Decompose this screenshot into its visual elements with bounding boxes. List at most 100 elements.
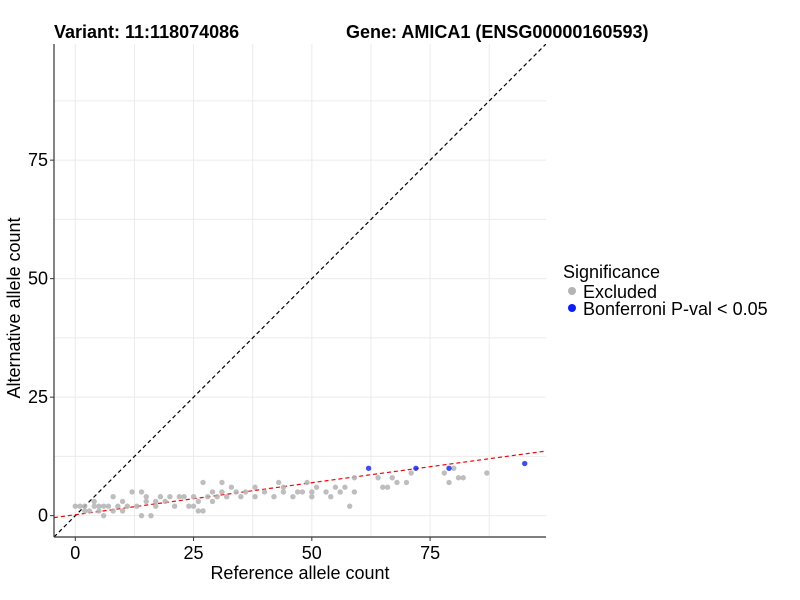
legend-key-excluded [568, 287, 576, 295]
excluded-point [271, 494, 277, 500]
excluded-point [91, 498, 97, 505]
x-tick-label: 25 [184, 543, 204, 563]
excluded-point [313, 484, 320, 490]
excluded-point [72, 503, 78, 509]
excluded-point [276, 479, 282, 486]
legend-label-excluded: Excluded [583, 282, 657, 302]
excluded-point [403, 479, 410, 486]
excluded-point [252, 484, 258, 490]
excluded-point [200, 479, 206, 486]
reference-lines [54, 44, 546, 537]
excluded-point [384, 484, 391, 490]
excluded-point [209, 489, 216, 495]
excluded-point [115, 503, 121, 509]
excluded-point [280, 484, 287, 490]
excluded-point [124, 503, 131, 509]
excluded-point [96, 503, 102, 509]
excluded-point [223, 494, 230, 500]
excluded-point [375, 475, 381, 481]
excluded-point [228, 484, 235, 490]
excluded-point [219, 489, 225, 495]
y-tick-label: 25 [28, 387, 48, 407]
excluded-point [105, 503, 112, 509]
excluded-point [110, 508, 116, 514]
x-tick-label: 75 [420, 543, 440, 563]
excluded-point [342, 484, 348, 490]
excluded-point [138, 512, 145, 519]
x-tick-label: 50 [302, 543, 322, 563]
x-tick-label: 0 [70, 543, 80, 563]
excluded-point [242, 489, 249, 495]
excluded-point [186, 503, 192, 509]
excluded-point [309, 489, 315, 495]
excluded-point [441, 470, 447, 476]
excluded-point [209, 498, 216, 505]
excluded-point [455, 475, 462, 481]
excluded-point [484, 470, 490, 476]
excluded-point [148, 512, 154, 519]
axes [53, 44, 546, 538]
excluded-point [190, 494, 197, 500]
excluded-point [181, 494, 187, 500]
fit-line [54, 450, 546, 519]
excluded-point [153, 498, 159, 505]
excluded-point [238, 494, 244, 500]
excluded-point [195, 498, 201, 505]
excluded-point [77, 503, 83, 509]
excluded-point [337, 489, 343, 495]
excluded-point [110, 494, 116, 500]
excluded-point [153, 503, 159, 509]
x-axis-title: Reference allele count [210, 563, 389, 583]
excluded-point [96, 508, 102, 514]
excluded-point [214, 494, 220, 500]
excluded-point [143, 498, 149, 505]
excluded-point [176, 494, 183, 500]
excluded-point [82, 508, 88, 514]
excluded-point [446, 479, 452, 486]
excluded-point [86, 508, 93, 514]
legend-key-significant [568, 304, 576, 312]
excluded-point [162, 498, 168, 505]
excluded-point [304, 479, 310, 486]
excluded-point [129, 489, 135, 495]
excluded-point [351, 475, 358, 481]
excluded-point [299, 489, 306, 495]
y-tick-label: 75 [28, 150, 48, 170]
excluded-point [323, 489, 329, 495]
variant-title: Variant: 11:118074086 [54, 22, 239, 42]
excluded-point [394, 479, 400, 486]
excluded-point [91, 503, 97, 509]
excluded-point [408, 470, 414, 476]
significant-point [446, 465, 452, 471]
excluded-point [100, 503, 107, 509]
excluded-point [195, 508, 201, 514]
excluded-point [294, 489, 301, 495]
excluded-point [460, 475, 466, 481]
excluded-point [167, 494, 173, 500]
excluded-point [290, 494, 296, 500]
excluded-point [389, 475, 395, 481]
y-tick-label: 50 [28, 269, 48, 289]
excluded-point [143, 494, 149, 500]
excluded-point [328, 494, 334, 500]
excluded-point [100, 512, 107, 519]
excluded-point [332, 484, 339, 490]
data-points [72, 460, 528, 519]
grid [54, 44, 546, 537]
y-axis-title: Alternative allele count [4, 217, 24, 398]
y-tick-label: 0 [38, 506, 48, 526]
significant-point [365, 465, 372, 471]
excluded-point [233, 489, 239, 495]
excluded-point [119, 508, 126, 514]
excluded-point [380, 484, 386, 490]
excluded-point [252, 494, 258, 500]
excluded-point [309, 494, 315, 500]
legend-label-significant: Bonferroni P-val < 0.05 [583, 299, 768, 319]
excluded-point [157, 494, 164, 500]
excluded-point [82, 503, 88, 509]
legend-title: Significance [563, 262, 660, 282]
excluded-point [138, 489, 145, 495]
